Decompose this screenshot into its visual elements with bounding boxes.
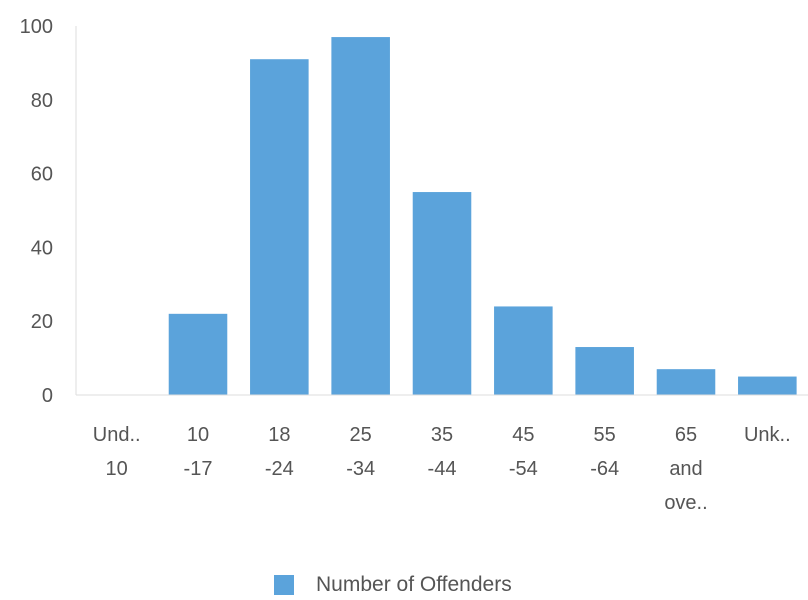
y-tick-label: 100 (20, 16, 53, 38)
x-tick-label: 55 (594, 424, 616, 446)
bars (168, 37, 797, 396)
x-tick-label: 18 (268, 424, 290, 446)
x-tick-label: -17 (184, 458, 213, 480)
x-tick-label: 10 (106, 458, 128, 480)
bar[interactable] (738, 376, 797, 395)
bar[interactable] (494, 306, 553, 395)
bar[interactable] (250, 59, 309, 396)
x-tick-label: 35 (431, 424, 453, 446)
x-tick-label: Unk.. (744, 424, 791, 446)
bar[interactable] (412, 192, 472, 395)
legend-swatch (274, 575, 294, 595)
x-tick-label: -24 (265, 458, 294, 480)
x-tick-label: 45 (512, 424, 534, 446)
y-tick-label: 60 (31, 164, 53, 186)
y-tick-label: 80 (31, 90, 53, 112)
x-tick-label: -54 (509, 458, 538, 480)
bar-chart: 0 20 40 60 80 100 Und.. 10 10 -17 18 -24 25 -34 35 -44… (20, 16, 808, 514)
y-tick-label: 20 (31, 311, 53, 333)
x-tick-label: Und.. (93, 424, 141, 446)
legend-label: Number of Offenders (316, 573, 512, 596)
x-axis: Und.. 10 10 -17 18 -24 25 -34 35 -44 45 -54 55 -64 65 a… (76, 394, 808, 514)
bar[interactable] (168, 313, 228, 395)
x-tick-label: -64 (590, 458, 619, 480)
bar[interactable] (656, 369, 716, 395)
x-tick-label: 65 (675, 424, 697, 446)
y-tick-label: 40 (31, 237, 53, 259)
x-tick-label: and (669, 458, 702, 480)
x-tick-label: -44 (428, 458, 457, 480)
bar[interactable] (331, 37, 390, 395)
x-tick-label: 25 (350, 424, 372, 446)
bar[interactable] (575, 347, 634, 395)
y-axis: 0 20 40 60 80 100 (20, 16, 77, 407)
y-tick-label: 0 (42, 385, 53, 407)
x-tick-label: -34 (346, 458, 375, 480)
x-tick-label: 10 (187, 424, 209, 446)
legend: Number of Offenders (274, 570, 512, 600)
x-tick-label: ove.. (664, 492, 707, 514)
